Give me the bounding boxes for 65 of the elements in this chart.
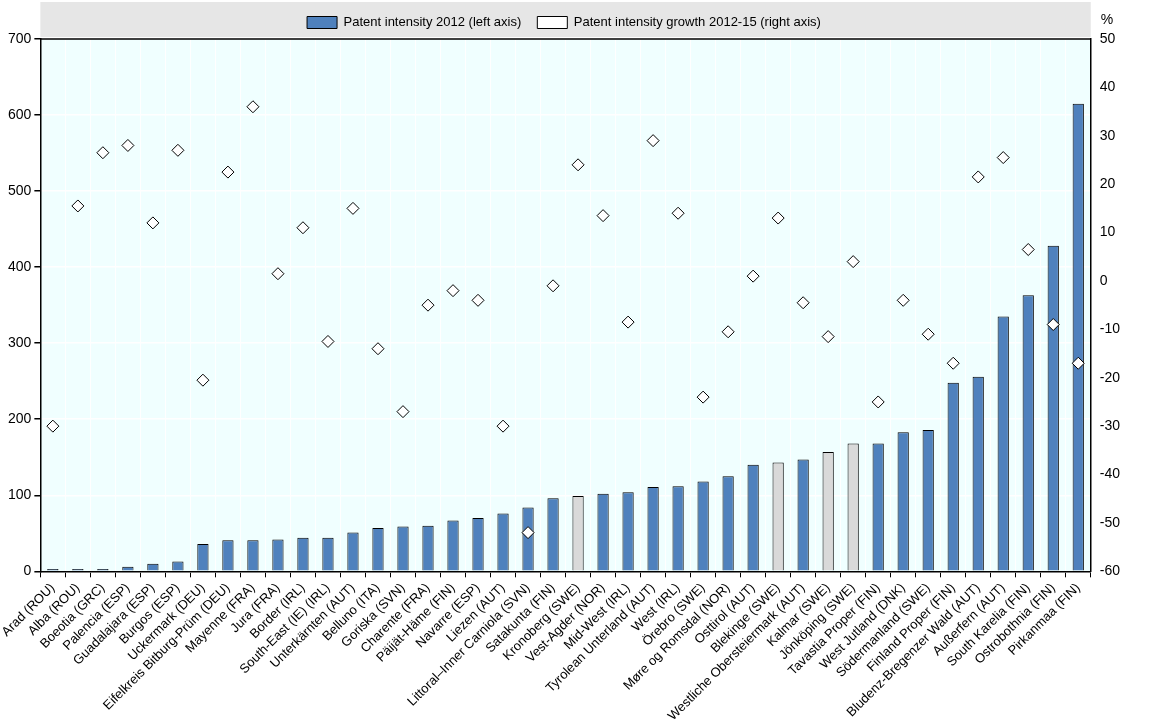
point bbox=[471, 293, 485, 307]
y2-tick-label: 0 bbox=[1099, 271, 1108, 288]
y-tick-label: 100 bbox=[8, 486, 32, 503]
point bbox=[771, 211, 785, 225]
y2-tick-label: -60 bbox=[1099, 562, 1121, 579]
point bbox=[421, 298, 435, 312]
y2-tick-label: 40 bbox=[1099, 78, 1116, 95]
point bbox=[296, 221, 310, 235]
point bbox=[1046, 318, 1060, 332]
point bbox=[871, 395, 885, 409]
point bbox=[496, 419, 510, 433]
y2-tick-label: -10 bbox=[1099, 320, 1121, 337]
point bbox=[571, 158, 585, 172]
y-tick-label: 600 bbox=[8, 105, 32, 122]
legend-label: Patent intensity 2012 (left axis) bbox=[343, 14, 522, 30]
point bbox=[271, 267, 285, 281]
y2-tick-label: -30 bbox=[1099, 417, 1121, 434]
y-tick-label: 200 bbox=[8, 410, 32, 427]
point bbox=[621, 315, 635, 329]
y-tick-label: 0 bbox=[23, 562, 32, 579]
point bbox=[146, 216, 160, 230]
y-tick-label: 500 bbox=[8, 181, 32, 198]
point bbox=[946, 356, 960, 370]
y2-tick-label: -20 bbox=[1099, 368, 1121, 385]
point bbox=[596, 209, 610, 223]
y2-tick-label: 50 bbox=[1099, 29, 1116, 46]
point bbox=[46, 419, 60, 433]
point bbox=[796, 296, 810, 310]
point bbox=[971, 170, 985, 184]
y2-tick-label: 10 bbox=[1099, 223, 1116, 240]
point bbox=[996, 151, 1010, 165]
point bbox=[96, 146, 110, 160]
point bbox=[846, 255, 860, 269]
point bbox=[821, 330, 835, 344]
legend-label: Patent intensity growth 2012-15 (right axis) bbox=[573, 14, 821, 30]
point bbox=[121, 138, 135, 152]
y2-tick-label: -50 bbox=[1099, 513, 1121, 530]
y2-tick-label: -40 bbox=[1099, 465, 1121, 482]
point bbox=[396, 405, 410, 419]
point bbox=[371, 342, 385, 356]
point bbox=[646, 134, 660, 148]
point bbox=[221, 165, 235, 179]
point bbox=[671, 206, 685, 220]
y-tick-label: 300 bbox=[8, 334, 32, 351]
point bbox=[521, 526, 535, 540]
point bbox=[171, 143, 185, 157]
point bbox=[546, 279, 560, 293]
point bbox=[696, 390, 710, 404]
point bbox=[246, 100, 260, 114]
y2-axis-title: % bbox=[1100, 10, 1114, 27]
point bbox=[1021, 243, 1035, 257]
point bbox=[71, 199, 85, 213]
point bbox=[321, 334, 335, 348]
y2-tick-label: 30 bbox=[1099, 126, 1116, 143]
y-tick-label: 700 bbox=[8, 29, 32, 46]
point bbox=[721, 325, 735, 339]
point bbox=[1071, 356, 1085, 370]
point bbox=[921, 327, 935, 341]
point bbox=[346, 201, 360, 215]
point bbox=[446, 284, 460, 298]
point bbox=[746, 269, 760, 283]
point bbox=[896, 293, 910, 307]
y-tick-label: 400 bbox=[8, 258, 32, 274]
point bbox=[196, 373, 210, 387]
y2-tick-label: 20 bbox=[1099, 175, 1116, 192]
